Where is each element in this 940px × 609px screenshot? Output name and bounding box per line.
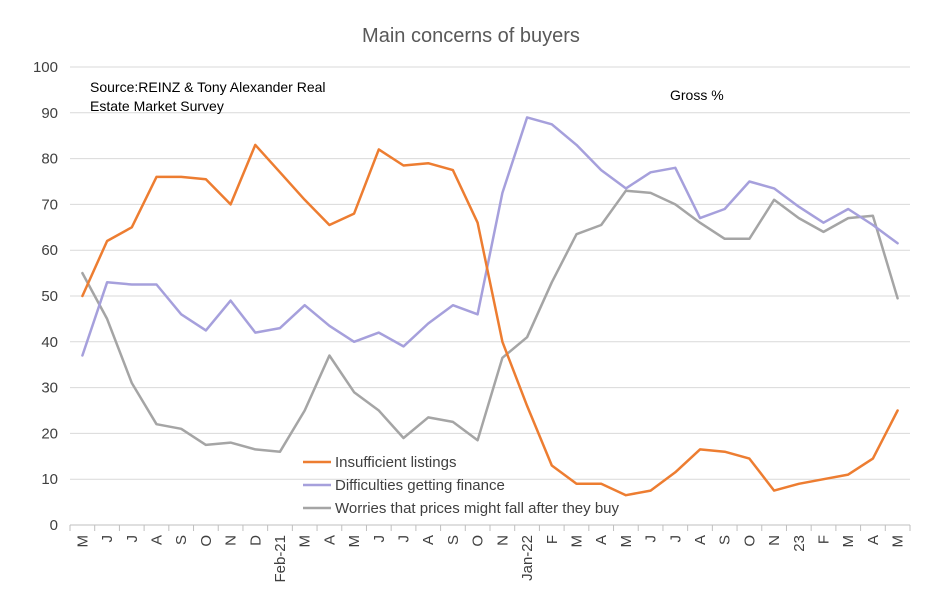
x-tick-label: M [890, 535, 907, 548]
series-line-worries-that-prices-might-fall-after-they-buy [81, 189, 899, 453]
x-tick-label: M [568, 535, 585, 548]
x-tick-label: A [593, 535, 610, 545]
y-tick-label: 80 [41, 151, 58, 168]
legend-label: Insufficient listings [335, 454, 456, 471]
x-tick-label: N [494, 535, 511, 546]
x-tick-label: A [321, 535, 338, 545]
x-tick-label: J [396, 535, 413, 543]
x-tick-label: S [445, 535, 462, 545]
x-tick-label: M [297, 535, 314, 548]
y-tick-label: 10 [41, 471, 58, 488]
x-tick-label: A [148, 535, 165, 545]
source-note-line-2: Estate Market Survey [90, 98, 224, 114]
x-tick-label: Jan-22 [519, 535, 536, 581]
x-tick-label: J [124, 535, 141, 543]
x-tick-label: M [74, 535, 91, 548]
x-tick-label: A [420, 535, 437, 545]
y-tick-label: 100 [33, 59, 58, 76]
x-tick-label: Feb-21 [272, 535, 289, 583]
x-tick-label: O [198, 535, 215, 547]
x-tick-label: D [247, 535, 264, 546]
x-tick-label: A [865, 535, 882, 545]
y-tick-label: 40 [41, 334, 58, 351]
x-tick-label: M [840, 535, 857, 548]
y-tick-label: 30 [41, 380, 58, 397]
x-tick-label: F [544, 535, 561, 544]
x-tick-label: M [618, 535, 635, 548]
x-tick-label: J [371, 535, 388, 543]
x-tick-label: O [470, 535, 487, 547]
gridlines [70, 66, 910, 480]
source-note-line-1: Source:REINZ & Tony Alexander Real [90, 79, 326, 95]
x-tick-label: A [692, 535, 709, 545]
x-tick-label: J [99, 535, 116, 543]
y-tick-label: 70 [41, 196, 58, 213]
x-tick-label: O [741, 535, 758, 547]
x-tick-label: S [173, 535, 190, 545]
x-tick-label: S [717, 535, 734, 545]
y-tick-label: 60 [41, 242, 58, 259]
legend-label: Difficulties getting finance [335, 477, 505, 494]
x-tick-label: F [816, 535, 833, 544]
x-tick-label: M [346, 535, 363, 548]
series-line-insufficient-listings [81, 143, 899, 497]
series-line-difficulties-getting-finance [81, 116, 899, 357]
y-tick-label: 90 [41, 105, 58, 122]
x-tick-label: J [643, 535, 660, 543]
y-tick-label: 20 [41, 425, 58, 442]
x-tick-label: 23 [791, 535, 808, 552]
x-tick-label: N [766, 535, 783, 546]
chart-title: Main concerns of buyers [362, 25, 580, 47]
x-tick-label: J [667, 535, 684, 543]
x-tick-label: N [223, 535, 240, 546]
legend-label: Worries that prices might fall after the… [335, 500, 620, 517]
y-tick-label: 0 [50, 517, 58, 534]
y-tick-label: 50 [41, 288, 58, 305]
measure-note: Gross % [670, 87, 724, 103]
